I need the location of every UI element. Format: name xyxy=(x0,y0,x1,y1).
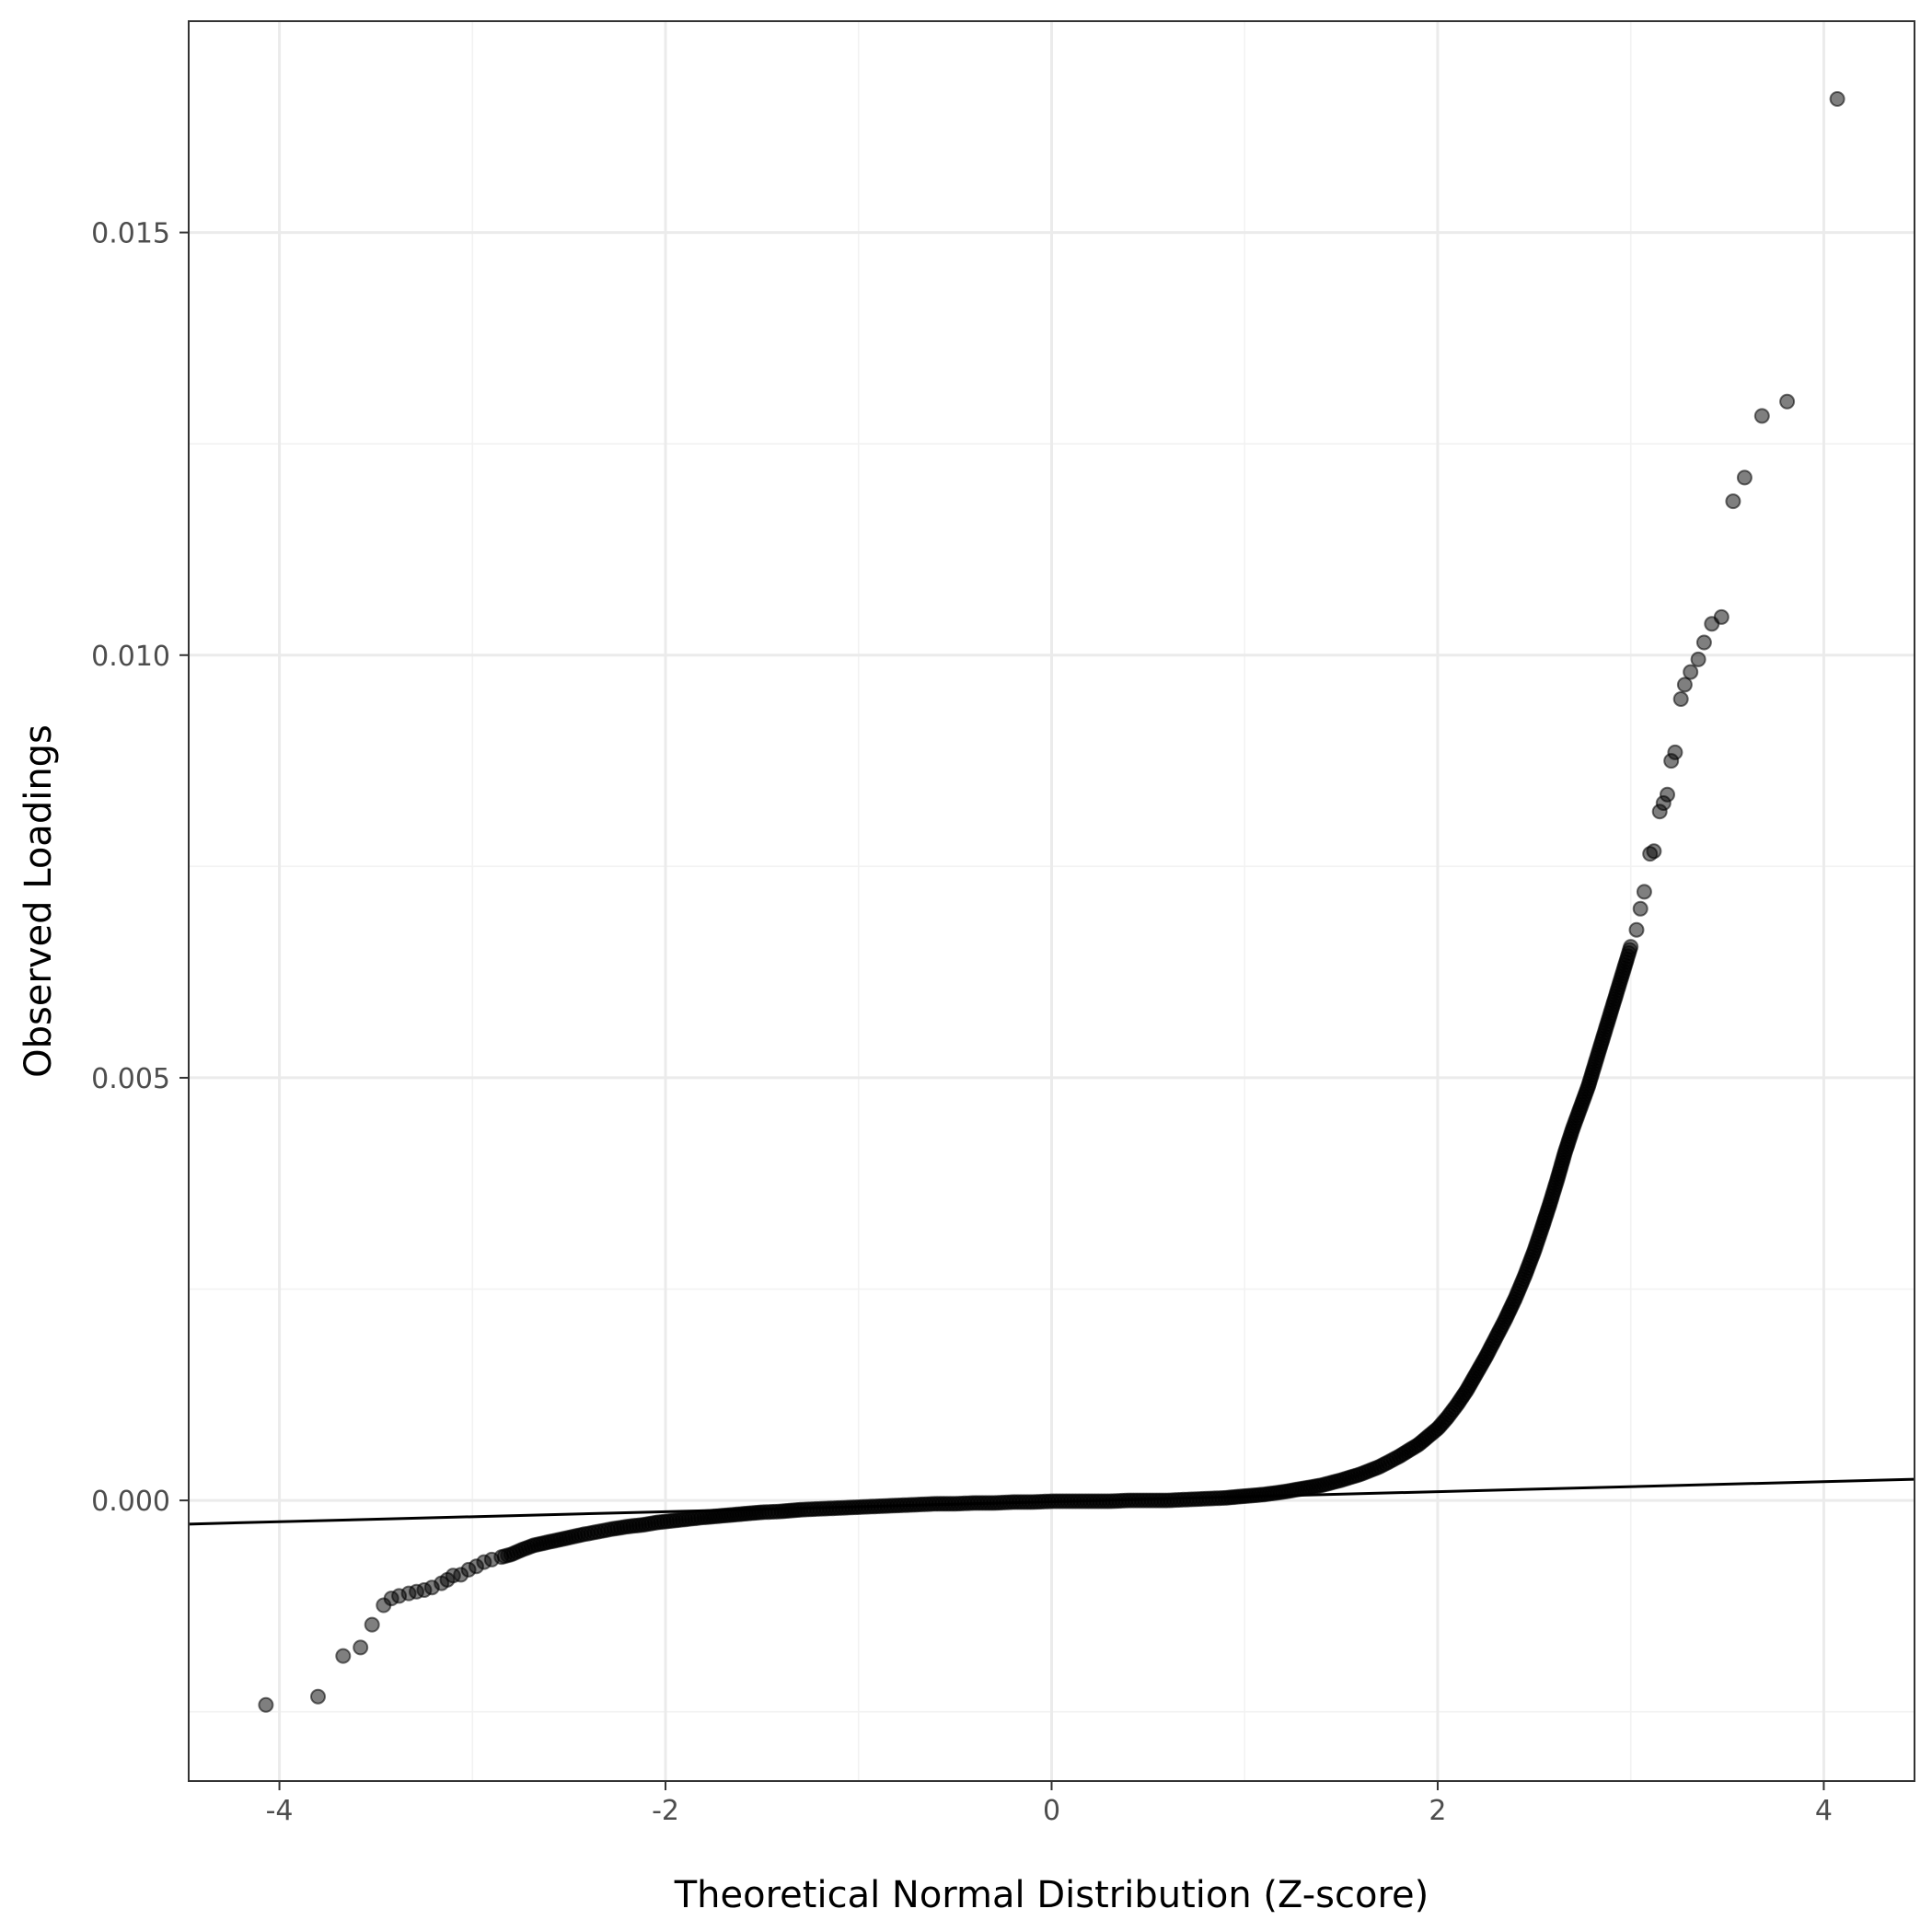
x-axis-title: Theoretical Normal Distribution (Z-score… xyxy=(674,1874,1429,1916)
data-point xyxy=(1646,843,1662,860)
data-point xyxy=(1695,634,1712,651)
data-point xyxy=(1632,900,1649,917)
x-tick-label: -2 xyxy=(652,1795,679,1827)
data-point xyxy=(1690,651,1706,667)
x-tick-label: 0 xyxy=(1043,1795,1060,1827)
y-tick-label: 0.005 xyxy=(91,1063,170,1095)
major-gridlines xyxy=(189,21,1915,1781)
reference-line xyxy=(188,1477,1915,1526)
data-point xyxy=(1683,664,1699,680)
data-point xyxy=(1636,884,1652,900)
data-point xyxy=(364,1616,380,1633)
data-point xyxy=(1623,939,1639,955)
data-point xyxy=(1713,608,1730,625)
data-point xyxy=(335,1648,352,1664)
x-tick-label: 4 xyxy=(1815,1795,1833,1827)
x-axis-ticks: -4 -2 0 2 4 xyxy=(266,1781,1833,1827)
y-tick-label: 0.015 xyxy=(91,218,170,250)
x-tick-label: -4 xyxy=(266,1795,294,1827)
data-point xyxy=(353,1639,369,1656)
data-point xyxy=(1725,493,1741,510)
data-point xyxy=(1736,469,1753,486)
y-axis-title: Observed Loadings xyxy=(17,724,60,1078)
y-tick-label: 0.000 xyxy=(91,1486,170,1518)
data-point xyxy=(1753,408,1770,424)
data-point xyxy=(1676,677,1693,693)
data-point xyxy=(310,1688,326,1705)
data-point xyxy=(1829,91,1845,107)
data-point xyxy=(258,1696,274,1713)
data-point xyxy=(1779,393,1796,410)
data-point xyxy=(1628,921,1645,938)
data-point xyxy=(1667,744,1683,760)
y-axis-ticks: 0.000 0.005 0.010 0.015 xyxy=(91,218,189,1518)
data-point xyxy=(1660,786,1675,803)
data-point xyxy=(1672,691,1689,707)
y-tick-label: 0.010 xyxy=(91,641,170,673)
x-tick-label: 2 xyxy=(1429,1795,1446,1827)
